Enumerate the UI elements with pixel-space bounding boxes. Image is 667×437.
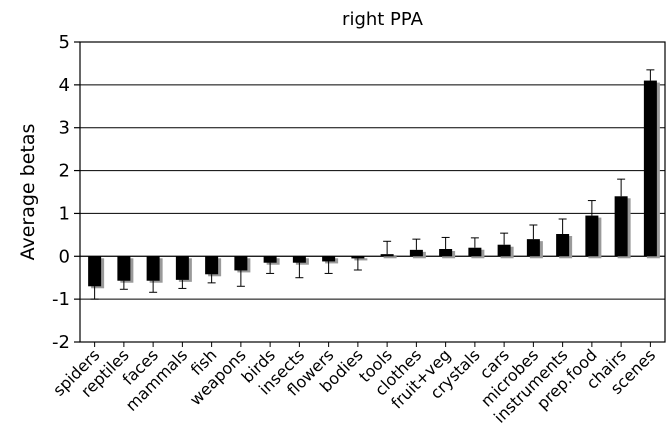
bars (88, 81, 660, 289)
bar (264, 256, 277, 262)
y-tick-label: 1 (59, 203, 70, 224)
plot-frame (80, 42, 665, 342)
chart-title: right PPA (342, 9, 424, 30)
bar (322, 256, 335, 261)
y-axis-label: Average betas (17, 124, 39, 261)
x-axis-ticks: spidersreptilesfacesmammalsfishweaponsbi… (49, 342, 659, 427)
bar (351, 256, 364, 258)
bar (556, 234, 569, 256)
bar-shadow (354, 258, 367, 260)
bar (205, 256, 218, 274)
y-tick-label: -2 (52, 332, 70, 353)
y-tick-label: 5 (59, 32, 70, 53)
y-axis-ticks: -2 -1 0 1 2 3 4 5 (52, 32, 80, 353)
bar (498, 245, 511, 257)
bar-shadow (384, 256, 397, 258)
bar (527, 239, 540, 256)
axes (80, 42, 665, 342)
bar (293, 256, 306, 262)
bar (176, 256, 189, 280)
y-tick-label: 4 (59, 75, 70, 96)
bar (615, 196, 628, 256)
bar (468, 248, 481, 257)
x-tick-label: weapons (186, 345, 250, 409)
bar (381, 254, 394, 256)
bar (439, 249, 452, 256)
bar (147, 256, 160, 280)
y-tick-label: 2 (59, 161, 70, 182)
y-tick-label: 3 (59, 118, 70, 139)
bar (585, 216, 598, 257)
y-tick-label: -1 (52, 289, 70, 310)
error-bars (91, 70, 655, 299)
bar (234, 256, 247, 270)
bar (410, 250, 423, 256)
bar (117, 256, 130, 280)
y-tick-label: 0 (59, 246, 70, 267)
gridlines (80, 85, 665, 299)
bar (88, 256, 101, 286)
bar (644, 81, 657, 257)
